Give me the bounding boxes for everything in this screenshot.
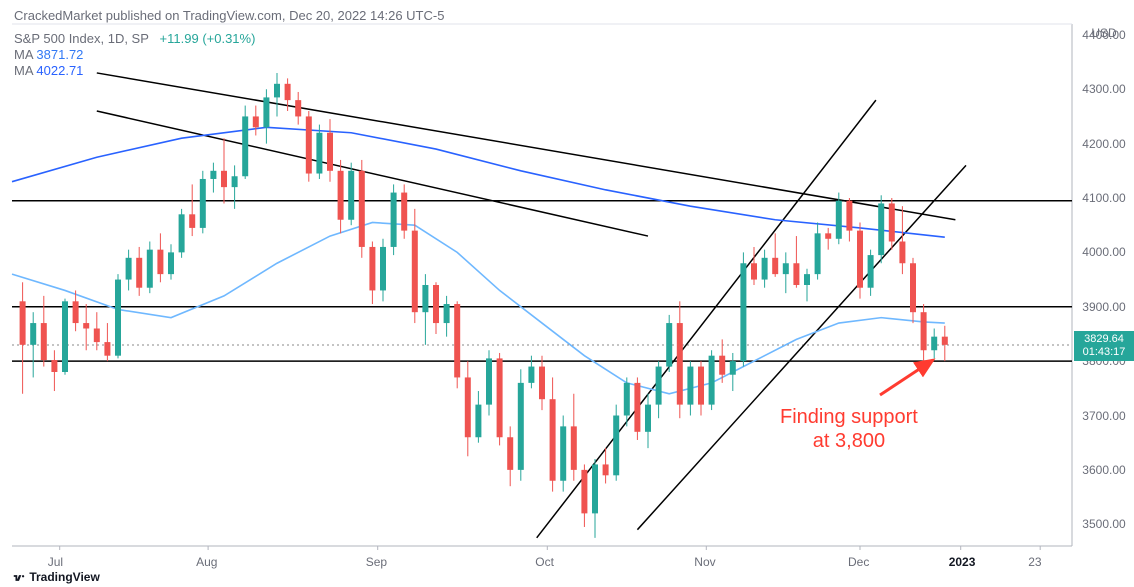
y-tick-label: 3700.00 (1074, 409, 1134, 423)
y-tick-label: 4400.00 (1074, 28, 1134, 42)
candlestick-chart[interactable] (0, 0, 1134, 587)
y-tick-label: 4100.00 (1074, 191, 1134, 205)
y-tick-label: 4000.00 (1074, 245, 1134, 259)
last-price-value: 3829.64 (1078, 333, 1130, 346)
y-tick-label: 3600.00 (1074, 463, 1134, 477)
price-change-pct: (+0.31%) (202, 31, 255, 46)
tradingview-brand[interactable]: TradingView (12, 570, 100, 585)
x-tick-label: Aug (196, 555, 217, 569)
chart-legend: S&P 500 Index, 1D, SP +11.99 (+0.31%) MA… (14, 31, 255, 79)
y-tick-label: 4200.00 (1074, 137, 1134, 151)
chart-container: CrackedMarket published on TradingView.c… (0, 0, 1134, 587)
annotation-line2: at 3,800 (780, 429, 918, 453)
x-tick-label: Jul (48, 555, 63, 569)
ma-long-value: 4022.71 (36, 63, 83, 78)
brand-text: TradingView (29, 570, 99, 584)
x-tick-label: Dec (848, 555, 869, 569)
ma-long-label: MA (14, 63, 33, 78)
x-tick-label: 2023 (949, 555, 976, 569)
annotation-text: Finding support at 3,800 (780, 405, 918, 453)
y-tick-label: 3900.00 (1074, 300, 1134, 314)
price-change-abs: +11.99 (160, 31, 199, 46)
y-tick-label: 4300.00 (1074, 82, 1134, 96)
symbol-info: S&P 500 Index, 1D, SP (14, 31, 149, 46)
annotation-line1: Finding support (780, 405, 918, 429)
x-tick-label: Sep (366, 555, 387, 569)
publisher-line: CrackedMarket published on TradingView.c… (14, 8, 1120, 23)
ma-short-value: 3871.72 (36, 47, 83, 62)
countdown-value: 01:43:17 (1078, 346, 1130, 359)
last-price-tag: 3829.64 01:43:17 (1074, 331, 1134, 361)
y-tick-label: 3500.00 (1074, 517, 1134, 531)
ma-short-label: MA (14, 47, 33, 62)
x-tick-label: 23 (1028, 555, 1041, 569)
x-tick-label: Oct (535, 555, 554, 569)
x-tick-label: Nov (694, 555, 715, 569)
